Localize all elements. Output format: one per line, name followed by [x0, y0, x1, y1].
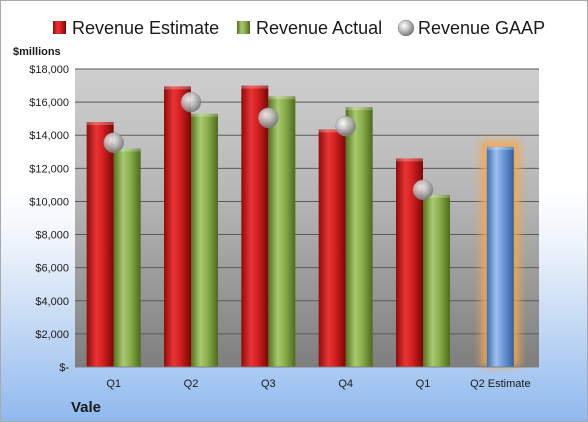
legend-swatch [237, 21, 250, 34]
y-tick-label: $- [59, 362, 69, 374]
revenue-estimate-bar-top-highlight [164, 86, 191, 90]
y-tick-label: $10,000 [29, 196, 69, 208]
plot-area [75, 69, 539, 367]
y-tick-label: $8,000 [35, 230, 69, 242]
y-tick-label: $16,000 [29, 97, 69, 109]
y-axis-ticks: $- $2,000 $4,000 $6,000 $8,000 $10,000 $12,000… [29, 64, 69, 374]
x-tick-label: Q2 [184, 378, 199, 390]
q2-estimate-bar-top-highlight [486, 146, 514, 150]
revenue-actual-bar-top-highlight [268, 96, 296, 100]
x-tick-label: Q3 [261, 378, 276, 390]
legend-label: Revenue Actual [256, 18, 382, 38]
revenue-actual-bar-top-highlight [423, 194, 450, 198]
company-label: Vale [71, 399, 101, 416]
q2-estimate-bar [486, 146, 514, 367]
y-tick-label: $14,000 [29, 130, 69, 142]
x-tick-label: Q1 [106, 378, 121, 390]
revenue-actual-bar-top-highlight [345, 107, 373, 111]
revenue-actual-bar-top-highlight [113, 148, 141, 152]
revenue-gaap-marker [180, 91, 202, 113]
revenue-gaap-marker [103, 132, 124, 153]
revenue-gaap-marker [412, 179, 434, 201]
revenue-estimate-bar [86, 121, 114, 367]
x-axis-ticks: Q1 Q2 Q3 Q4 Q1 Q2 Estimate [106, 378, 530, 390]
revenue-gaap-marker [258, 107, 279, 129]
revenue-actual-bar [345, 107, 373, 368]
revenue-actual-bar [423, 194, 450, 367]
y-unit-label: $millions [13, 46, 61, 58]
y-tick-label: $12,000 [29, 163, 69, 175]
revenue-actual-bar-top-highlight [191, 113, 218, 117]
gaap-markers [103, 91, 434, 201]
revenue-actual-bar [191, 113, 218, 367]
legend-label: Revenue GAAP [418, 18, 545, 38]
legend: Revenue Estimate Revenue Actual Revenue GA… [53, 18, 545, 38]
x-tick-label: Q1 [416, 378, 431, 390]
legend-label: Revenue Estimate [72, 18, 219, 38]
y-tick-label: $4,000 [35, 296, 69, 308]
revenue-estimate-bar-top-highlight [318, 129, 346, 133]
legend-swatch-gaap [397, 19, 415, 37]
revenue-estimate-bar [164, 86, 191, 367]
revenue-estimate-bar-top-highlight [86, 121, 114, 125]
y-tick-label: $18,000 [29, 64, 69, 76]
x-tick-label: Q2 Estimate [470, 378, 531, 390]
revenue-estimate-bar-top-highlight [396, 158, 423, 162]
y-tick-label: $6,000 [35, 263, 69, 275]
revenue-actual-bar [268, 96, 296, 368]
revenue-estimate-bar [318, 129, 346, 367]
revenue-estimate-bar-top-highlight [241, 85, 269, 89]
x-tick-label: Q4 [338, 378, 353, 390]
y-tick-label: $2,000 [35, 329, 69, 341]
revenue-gaap-marker [335, 115, 356, 137]
revenue-estimate-bar [241, 85, 269, 368]
gridlines [75, 68, 539, 335]
revenue-actual-bar [113, 148, 141, 367]
legend-swatch [53, 21, 66, 34]
